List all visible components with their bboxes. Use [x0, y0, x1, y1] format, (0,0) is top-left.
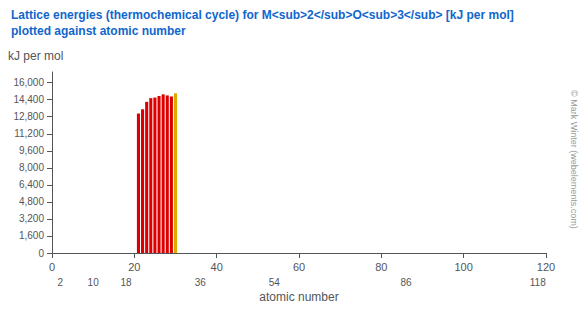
svg-text:1,600: 1,600 — [19, 230, 44, 241]
svg-text:80: 80 — [375, 261, 387, 273]
svg-text:100: 100 — [454, 261, 472, 273]
svg-text:4,800: 4,800 — [19, 196, 44, 207]
svg-text:9,600: 9,600 — [19, 145, 44, 156]
svg-text:0: 0 — [49, 261, 55, 273]
svg-text:Lattice energies (thermochemic: Lattice energies (thermochemical cycle) … — [11, 8, 514, 22]
svg-text:20: 20 — [128, 261, 140, 273]
svg-text:10: 10 — [88, 277, 100, 288]
svg-text:14,400: 14,400 — [13, 94, 44, 105]
svg-text:3,200: 3,200 — [19, 213, 44, 224]
svg-text:0: 0 — [38, 248, 44, 259]
svg-text:54: 54 — [269, 277, 281, 288]
svg-text:kJ per mol: kJ per mol — [8, 49, 63, 63]
svg-text:40: 40 — [211, 261, 223, 273]
svg-text:atomic number: atomic number — [259, 290, 338, 304]
svg-text:2: 2 — [57, 277, 63, 288]
svg-text:© Mark Winter (webelements.com: © Mark Winter (webelements.com) — [569, 90, 579, 229]
svg-text:12,800: 12,800 — [13, 111, 44, 122]
svg-text:18: 18 — [121, 277, 133, 288]
svg-text:6,400: 6,400 — [19, 179, 44, 190]
svg-text:60: 60 — [293, 261, 305, 273]
svg-text:11,200: 11,200 — [14, 128, 44, 139]
svg-text:8,000: 8,000 — [19, 162, 44, 173]
svg-text:16,000: 16,000 — [13, 77, 44, 88]
svg-text:118: 118 — [530, 277, 546, 288]
svg-text:36: 36 — [195, 277, 207, 288]
svg-text:plotted against atomic number: plotted against atomic number — [11, 24, 186, 38]
svg-text:86: 86 — [400, 277, 412, 288]
svg-text:120: 120 — [537, 261, 555, 273]
